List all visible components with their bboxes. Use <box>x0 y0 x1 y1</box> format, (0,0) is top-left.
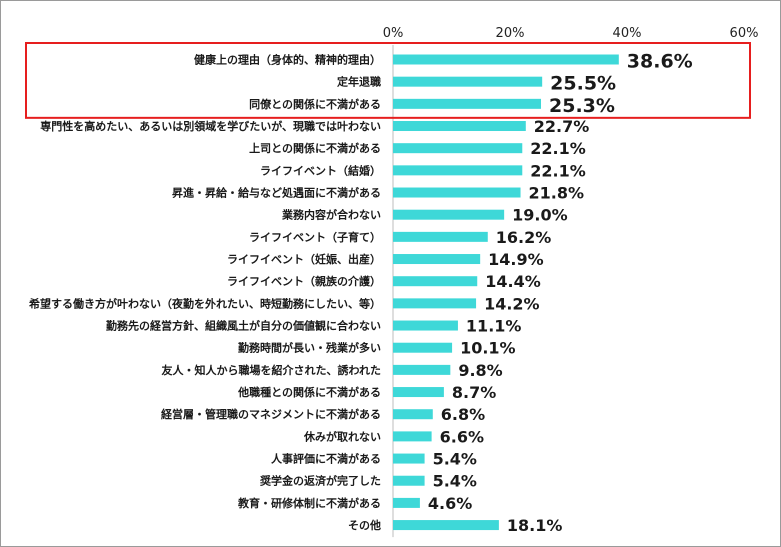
bar <box>393 387 444 398</box>
category-labels: 健康上の理由（身体的、精神的理由） 定年退職同僚との関係に不満がある専門性を高めた… <box>28 53 381 533</box>
bar <box>393 54 619 65</box>
bar <box>393 165 523 176</box>
category-label: 健康上の理由（身体的、精神的理由） <box>194 53 381 67</box>
value-label: 25.5% <box>550 73 616 95</box>
value-label: 14.2% <box>484 294 540 313</box>
bar <box>393 121 526 132</box>
value-label: 38.6% <box>627 51 693 73</box>
bar <box>393 431 432 442</box>
x-tick-label: 40% <box>613 26 642 41</box>
bar <box>393 342 453 353</box>
value-label: 22.7% <box>534 117 590 136</box>
value-label: 11.1% <box>466 317 522 336</box>
category-label: 専門性を高めたい、あるいは別領域を学びたいが、現職では叶わない <box>40 119 381 133</box>
category-label: 上司との関係に不満がある <box>249 141 381 155</box>
category-label: 定年退職 <box>337 75 381 89</box>
bar <box>393 475 425 486</box>
value-label: 4.6% <box>428 494 472 513</box>
bar <box>393 409 433 420</box>
category-label: 他職種との関係に不満がある <box>237 385 381 399</box>
value-label: 10.1% <box>460 339 516 358</box>
category-label: ライフイベント（親族の介護） <box>227 274 381 288</box>
category-label: ライフイベント（妊娠、出産） <box>227 252 381 266</box>
x-tick-label: 0% <box>383 26 404 41</box>
value-label: 5.4% <box>433 472 477 491</box>
value-label: 14.4% <box>485 272 541 291</box>
bars <box>393 54 619 531</box>
value-label: 19.0% <box>512 206 568 225</box>
value-label: 9.8% <box>458 361 502 380</box>
bar <box>393 453 425 464</box>
bar <box>393 209 505 220</box>
value-label: 6.8% <box>441 405 485 424</box>
category-label: ライフイベント（子育て） <box>249 230 381 244</box>
value-label: 22.1% <box>530 161 586 180</box>
value-label: 8.7% <box>452 383 496 402</box>
value-label: 14.9% <box>488 250 544 269</box>
bar <box>393 320 458 331</box>
bar <box>393 520 499 531</box>
category-label: その他 <box>348 518 381 532</box>
x-axis-ticks: 0% 20% 40% 60% <box>383 26 759 41</box>
x-tick-label: 60% <box>730 26 759 41</box>
category-label: 経営層・管理職のマネジメントに不満がある <box>161 407 381 421</box>
bar <box>393 98 542 109</box>
value-label: 18.1% <box>507 516 563 535</box>
bar <box>393 254 481 265</box>
value-label: 16.2% <box>496 228 552 247</box>
category-label: 同僚との関係に不満がある <box>249 97 381 111</box>
bar <box>393 187 521 198</box>
bar <box>393 364 451 375</box>
category-label: 教育・研修体制に不満がある <box>237 496 381 510</box>
category-label: 人事評価に不満がある <box>271 452 381 466</box>
category-label: 勤務先の経営方針、組織風土が自分の価値観に合わない <box>106 319 381 333</box>
bar <box>393 143 523 154</box>
bar <box>393 231 488 242</box>
bar <box>393 276 478 287</box>
category-label: 昇進・昇給・給与など処遇面に不満がある <box>172 186 381 200</box>
category-label: 希望する働き方が叶わない（夜勤を外れたい、時短勤務にしたい、等） <box>28 296 381 310</box>
category-label: 休みが取れない <box>303 429 381 443</box>
bar <box>393 298 477 309</box>
value-label: 6.6% <box>440 427 484 446</box>
x-tick-label: 20% <box>496 26 525 41</box>
value-label: 21.8% <box>529 184 585 203</box>
value-labels: 38.6% 25.5%25.3%22.7% 22.1% 22.1% 21.8% 19.0%… <box>428 51 693 536</box>
bar <box>393 497 420 508</box>
highlight-box <box>25 42 751 119</box>
category-label: 友人・知人から職場を紹介された、誘われた <box>162 363 381 377</box>
category-label: 勤務時間が長い・残業が多い <box>238 341 381 355</box>
bar <box>393 76 543 87</box>
value-label: 5.4% <box>433 450 477 469</box>
category-label: 奨学金の返済が完了した <box>259 474 381 488</box>
value-label: 25.3% <box>549 95 615 117</box>
value-label: 22.1% <box>530 139 586 158</box>
category-label: ライフイベント（結婚） <box>260 163 381 177</box>
category-label: 業務内容が合わない <box>281 208 381 222</box>
